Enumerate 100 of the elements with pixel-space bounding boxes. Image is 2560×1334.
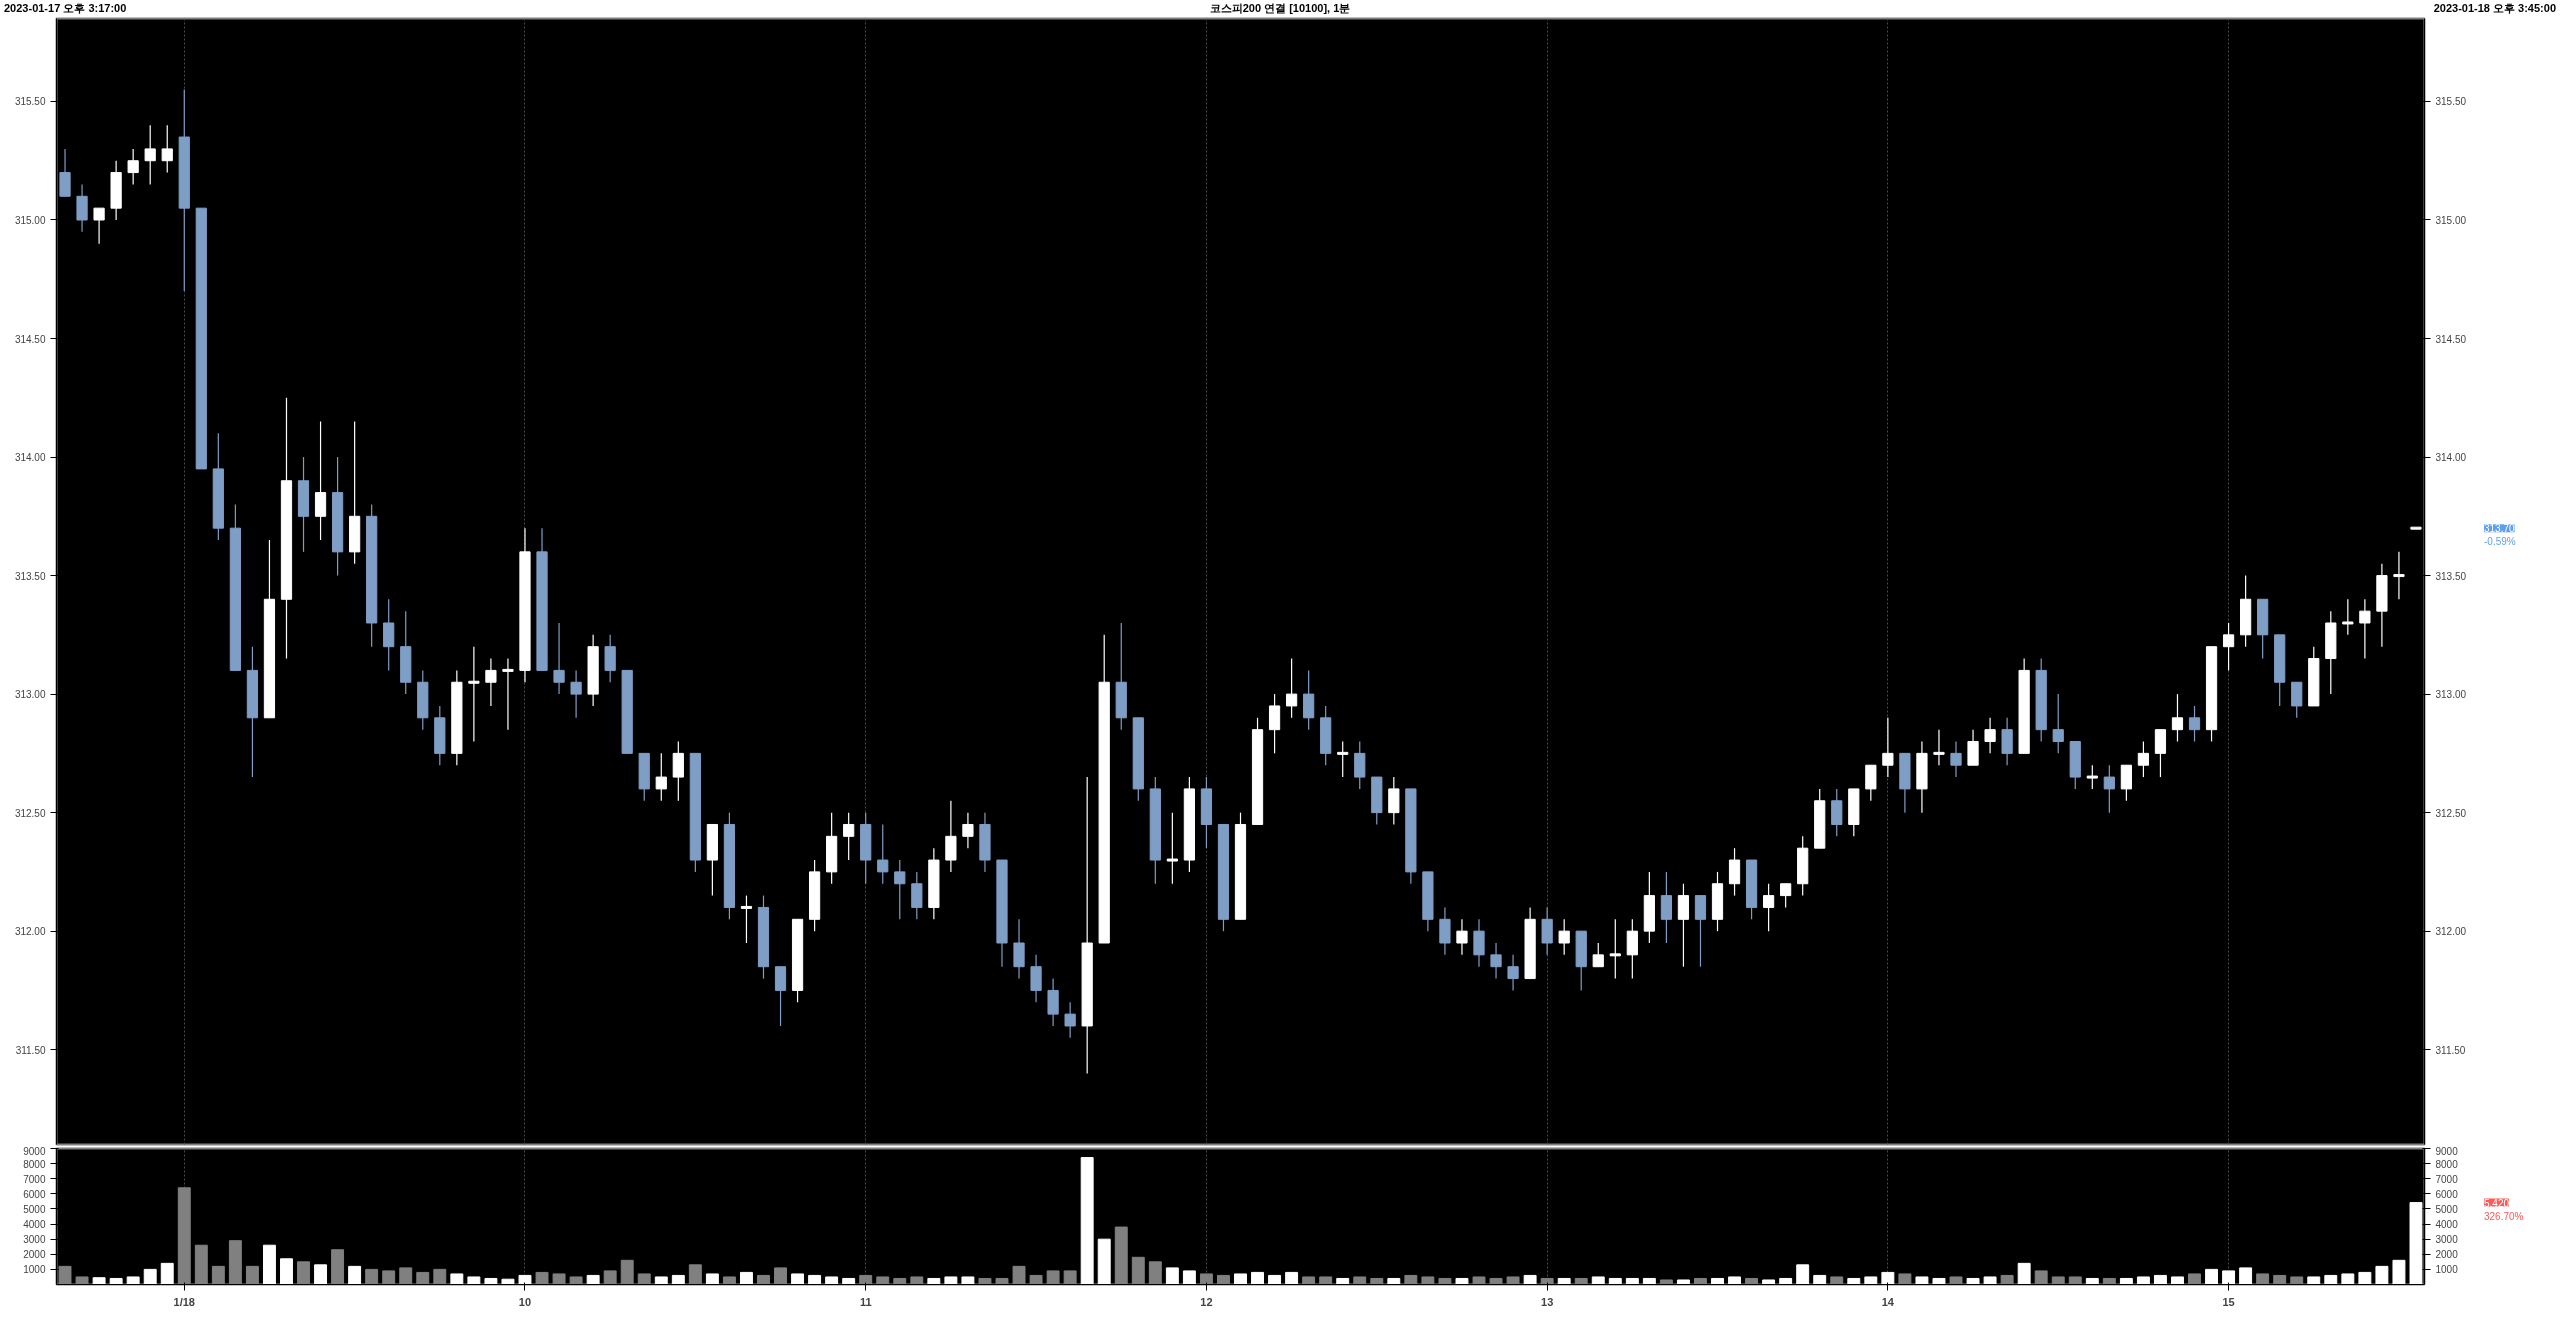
bar <box>1881 1271 1895 1285</box>
bar <box>2341 1273 2355 1285</box>
candlestick <box>1558 918 1570 956</box>
y2-tick-label: 311.50 <box>2435 1044 2466 1056</box>
candlestick <box>1967 729 1979 766</box>
bar <box>1268 1274 1282 1285</box>
bar <box>2153 1274 2167 1285</box>
candlestick <box>1763 883 1775 932</box>
y-tick-label: 5000 <box>23 1203 46 1215</box>
y-tick-label: 9000 <box>23 1145 46 1157</box>
bar <box>314 1264 328 1285</box>
text: 326.70% <box>2484 1210 2524 1222</box>
y-tick-label: 311.50 <box>15 1044 46 1056</box>
bar <box>501 1278 515 1285</box>
bar <box>2307 1276 2321 1285</box>
bar <box>1557 1277 1571 1285</box>
bar <box>467 1276 481 1285</box>
y2-tick-label: 312.50 <box>2435 807 2467 819</box>
candlestick <box>2154 729 2167 778</box>
bar <box>1932 1277 1946 1285</box>
y-tick-label: 3000 <box>23 1234 46 1246</box>
candlestick <box>553 622 565 695</box>
candlestick <box>1984 717 1996 754</box>
bar <box>2222 1270 2236 1285</box>
bar <box>1625 1277 1639 1285</box>
candlestick <box>843 812 855 861</box>
bar <box>1080 1157 1094 1285</box>
candlestick <box>2086 764 2098 790</box>
text: 2023-01-17 오후 3:17:00 <box>4 1 127 16</box>
candlestick <box>962 812 974 849</box>
candlestick <box>894 859 906 920</box>
candlestick <box>877 823 889 885</box>
text: 2023-01-18 오후 3:45:00 <box>2433 1 2556 16</box>
candlestick <box>655 752 667 802</box>
candlestick <box>1694 894 1707 968</box>
candlestick <box>1933 729 1945 766</box>
candlestick <box>1660 871 1673 944</box>
bar <box>1711 1277 1724 1285</box>
candlestick <box>1950 740 1962 778</box>
bar <box>739 1271 753 1285</box>
candlestick <box>1831 788 1843 837</box>
candlestick <box>1541 906 1553 956</box>
y-tick-label: 4000 <box>23 1219 46 1231</box>
y-tick-label: 2000 <box>23 1249 46 1261</box>
bar <box>1591 1276 1605 1285</box>
bar <box>2085 1277 2099 1285</box>
candlestick <box>1354 740 1366 790</box>
bar <box>2119 1277 2133 1285</box>
y-tick-label: 7000 <box>23 1173 46 1185</box>
candlestick <box>672 740 684 802</box>
candlestick <box>383 598 395 671</box>
candlestick <box>1592 942 1604 968</box>
bar <box>944 1276 958 1285</box>
y2-tick-label: 2000 <box>2435 1249 2459 1261</box>
bar <box>2239 1267 2253 1285</box>
y2-tick-label: 315.50 <box>2435 96 2467 108</box>
y2-tick-label: 314.00 <box>2435 452 2467 464</box>
bar <box>1455 1277 1469 1285</box>
candlestick <box>1268 693 1281 754</box>
bar <box>1847 1277 1861 1285</box>
bar <box>1285 1271 1299 1285</box>
candlestick <box>774 966 787 1027</box>
y-tick-label: 312.50 <box>14 807 46 819</box>
candlestick <box>2359 598 2371 660</box>
y-tick-label: 312.00 <box>14 926 46 938</box>
candlestick <box>1456 918 1468 956</box>
candlestick <box>2171 693 2184 743</box>
bar <box>1728 1276 1742 1285</box>
y2-tick-label: 5000 <box>2435 1203 2459 1215</box>
y-tick-label: 8000 <box>23 1158 46 1170</box>
candlestick <box>1473 918 1485 968</box>
y-tick-label: 6000 <box>23 1188 46 1200</box>
bar <box>518 1274 532 1285</box>
x-tick-label: 11 <box>859 1295 872 1308</box>
y2-tick-label: 3000 <box>2435 1234 2459 1246</box>
candlestick <box>740 894 753 944</box>
candlestick <box>1013 918 1025 980</box>
candlestick <box>1609 918 1621 980</box>
bar <box>586 1274 600 1285</box>
bar <box>1523 1274 1537 1285</box>
candlestick <box>314 420 327 541</box>
y-tick-label: 313.00 <box>14 689 46 701</box>
y2-tick-label: 4000 <box>2435 1219 2459 1231</box>
bar <box>143 1268 157 1285</box>
bar <box>825 1276 839 1285</box>
bar <box>109 1277 123 1285</box>
candlestick <box>76 183 88 233</box>
candlestick <box>1286 657 1298 719</box>
chart-title: 코스피200 연결 [10100], 1분 <box>1209 1 1351 16</box>
candlestick <box>1728 847 1741 897</box>
y2-tick-label: 8000 <box>2435 1158 2459 1170</box>
candlestick <box>1507 954 1519 992</box>
candlestick <box>945 800 957 873</box>
bar <box>654 1276 668 1285</box>
bar <box>1796 1264 1810 1285</box>
candlestick <box>468 646 480 743</box>
bar <box>484 1277 498 1285</box>
bar <box>1336 1277 1350 1285</box>
candlestick <box>2342 598 2354 636</box>
bar <box>2324 1274 2338 1285</box>
